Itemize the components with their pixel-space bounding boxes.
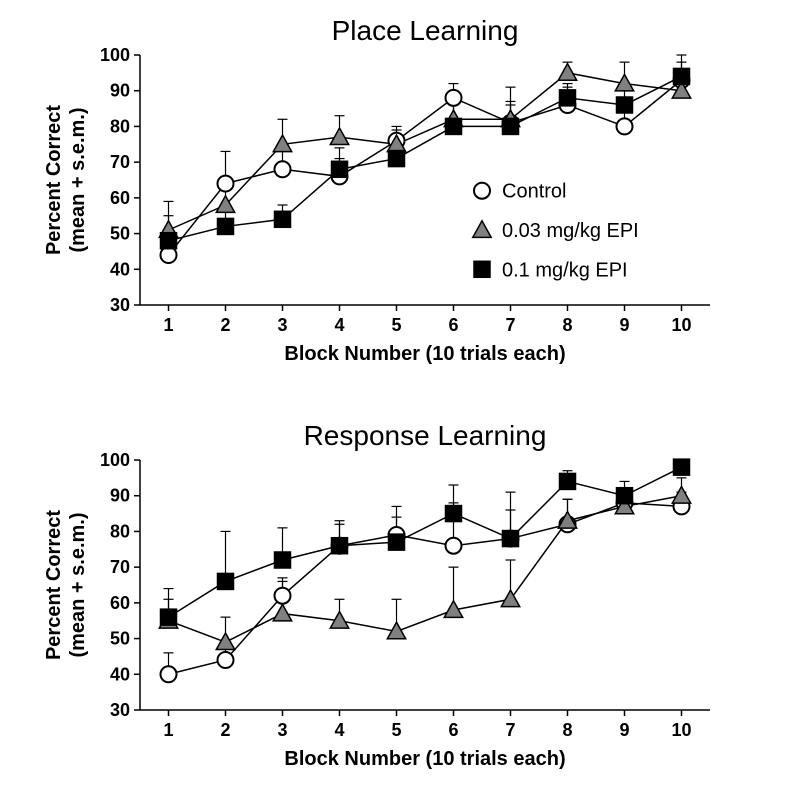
y-axis-label-1: Percent Correct <box>43 105 65 255</box>
xtick-label: 10 <box>671 720 691 740</box>
xtick-label: 10 <box>671 315 691 335</box>
series-line <box>169 467 682 617</box>
xtick-label: 5 <box>391 315 401 335</box>
ytick-label: 70 <box>110 152 130 172</box>
xtick-label: 6 <box>448 720 458 740</box>
ytick-label: 30 <box>110 295 130 315</box>
xtick-label: 8 <box>562 720 572 740</box>
xtick-label: 3 <box>277 720 287 740</box>
xtick-label: 2 <box>220 315 230 335</box>
y-axis-label-1: Percent Correct <box>43 510 65 660</box>
ytick-label: 100 <box>100 450 130 470</box>
xtick-label: 1 <box>163 315 173 335</box>
panel-1: 30 40 50 60 70 80 90 100 1 2 3 4 5 6 7 8 9 10 Response Lea… <box>43 420 710 770</box>
legend-label: Control <box>502 181 566 203</box>
ytick-label: 60 <box>110 188 130 208</box>
legend-label: 0.1 mg/kg EPI <box>502 259 628 281</box>
series-line <box>169 76 682 240</box>
panel-0: 30 40 50 60 70 80 90 100 1 2 3 4 5 6 7 8 9 10 Place Learni… <box>43 15 710 365</box>
ytick-label: 30 <box>110 700 130 720</box>
xtick-label: 6 <box>448 315 458 335</box>
ytick-label: 40 <box>110 259 130 279</box>
xtick-label: 9 <box>619 315 629 335</box>
xtick-label: 7 <box>505 315 515 335</box>
xtick-label: 5 <box>391 720 401 740</box>
xtick-label: 2 <box>220 720 230 740</box>
ytick-label: 80 <box>110 521 130 541</box>
xtick-label: 1 <box>163 720 173 740</box>
y-axis-label-2: (mean + s.e.m.) <box>67 107 89 252</box>
figure-svg: 30 40 50 60 70 80 90 100 1 2 3 4 5 6 7 8 9 10 Place Learni… <box>0 0 800 807</box>
xtick-label: 7 <box>505 720 515 740</box>
xtick-label: 4 <box>334 720 344 740</box>
ytick-label: 90 <box>110 81 130 101</box>
legend: Control 0.03 mg/kg EPI 0.1 mg/kg EPI <box>473 181 639 282</box>
x-axis-label: Block Number (10 trials each) <box>284 748 565 770</box>
ytick-label: 50 <box>110 224 130 244</box>
xtick-label: 4 <box>334 315 344 335</box>
ytick-label: 90 <box>110 486 130 506</box>
x-axis-label: Block Number (10 trials each) <box>284 343 565 365</box>
xtick-label: 9 <box>619 720 629 740</box>
ytick-label: 40 <box>110 664 130 684</box>
panel-title: Response Learning <box>304 420 547 451</box>
xtick-label: 3 <box>277 315 287 335</box>
xtick-label: 8 <box>562 315 572 335</box>
y-axis-label-2: (mean + s.e.m.) <box>67 512 89 657</box>
ytick-label: 70 <box>110 557 130 577</box>
ytick-label: 60 <box>110 593 130 613</box>
series-line <box>169 496 682 642</box>
panel-title: Place Learning <box>332 15 519 46</box>
ytick-label: 50 <box>110 629 130 649</box>
ytick-label: 100 <box>100 45 130 65</box>
legend-label: 0.03 mg/kg EPI <box>502 220 639 242</box>
series-line <box>169 73 682 230</box>
ytick-label: 80 <box>110 116 130 136</box>
